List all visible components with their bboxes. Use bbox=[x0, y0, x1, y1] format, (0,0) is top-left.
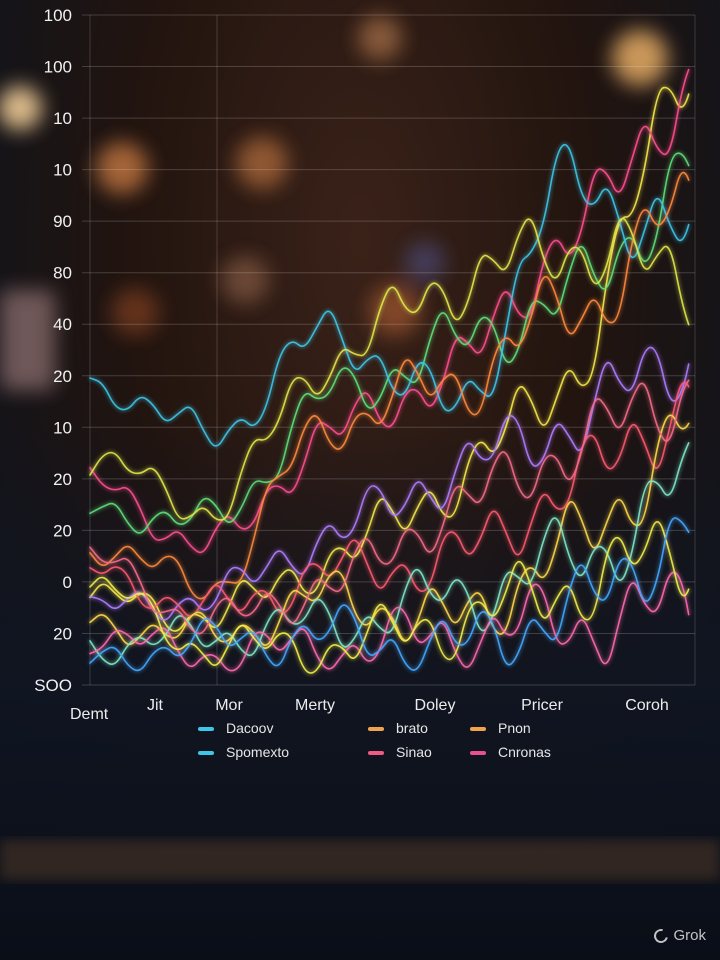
y-tick-label: 10 bbox=[53, 161, 72, 180]
legend-label: Dacoov bbox=[226, 720, 273, 736]
y-tick-label: 10 bbox=[53, 418, 72, 437]
legend-swatch bbox=[470, 727, 486, 731]
series-line bbox=[89, 217, 690, 521]
y-tick-label: SOO bbox=[34, 676, 72, 695]
legend-swatch bbox=[368, 727, 384, 731]
grok-logo-icon bbox=[651, 925, 672, 946]
y-axis-ticks: 100 100 10 10 90 80 40 20 10 20 20 0 20 SOO bbox=[34, 6, 72, 695]
x-tick-label: Pricer bbox=[521, 697, 563, 714]
chart-legend: Dacoov Spomexto brato Sinao Pnon Cnronas bbox=[198, 720, 551, 760]
legend-label: Sinao bbox=[396, 744, 432, 760]
y-tick-label: 20 bbox=[53, 367, 72, 386]
series-line bbox=[89, 143, 690, 447]
x-axis-categories: Demt Jit Mor Merty Doley Pricer Coroh bbox=[70, 697, 669, 723]
series-line bbox=[89, 152, 690, 534]
series-line bbox=[89, 521, 690, 674]
series-line bbox=[89, 517, 690, 672]
legend-label: Spomexto bbox=[226, 744, 289, 760]
series-line bbox=[89, 171, 690, 600]
y-tick-label: 10 bbox=[53, 109, 72, 128]
y-tick-label: 20 bbox=[53, 624, 72, 643]
legend-label: Pnon bbox=[498, 720, 531, 736]
y-tick-label: 40 bbox=[53, 315, 72, 334]
x-axis-start-label: Demt bbox=[70, 706, 109, 723]
chart-grid bbox=[82, 14, 696, 686]
y-tick-label: 20 bbox=[53, 521, 72, 540]
x-tick-label: Mor bbox=[215, 697, 243, 714]
series-line bbox=[89, 442, 690, 665]
series-line bbox=[89, 346, 690, 621]
legend-label: brato bbox=[396, 720, 428, 736]
x-tick-label: Coroh bbox=[625, 697, 669, 714]
legend-label: Cnronas bbox=[498, 744, 551, 760]
series-line bbox=[89, 379, 690, 635]
legend-swatch bbox=[198, 751, 214, 755]
x-tick-label: Merty bbox=[295, 697, 335, 714]
y-tick-label: 100 bbox=[44, 58, 72, 77]
watermark: Grok bbox=[651, 925, 706, 946]
series-layer bbox=[89, 68, 690, 674]
series-line bbox=[89, 68, 690, 554]
y-tick-label: 90 bbox=[53, 212, 72, 231]
y-tick-label: 100 bbox=[44, 6, 72, 25]
y-tick-label: 80 bbox=[53, 264, 72, 283]
y-tick-label: 20 bbox=[53, 470, 72, 489]
watermark-text: Grok bbox=[673, 927, 706, 944]
y-tick-label: 0 bbox=[63, 573, 72, 592]
x-tick-label: Jit bbox=[147, 697, 164, 714]
x-tick-label: Doley bbox=[415, 697, 456, 714]
series-line bbox=[89, 571, 690, 672]
series-line bbox=[89, 381, 690, 617]
legend-swatch bbox=[470, 751, 486, 755]
legend-swatch bbox=[198, 727, 214, 731]
legend-swatch bbox=[368, 751, 384, 755]
